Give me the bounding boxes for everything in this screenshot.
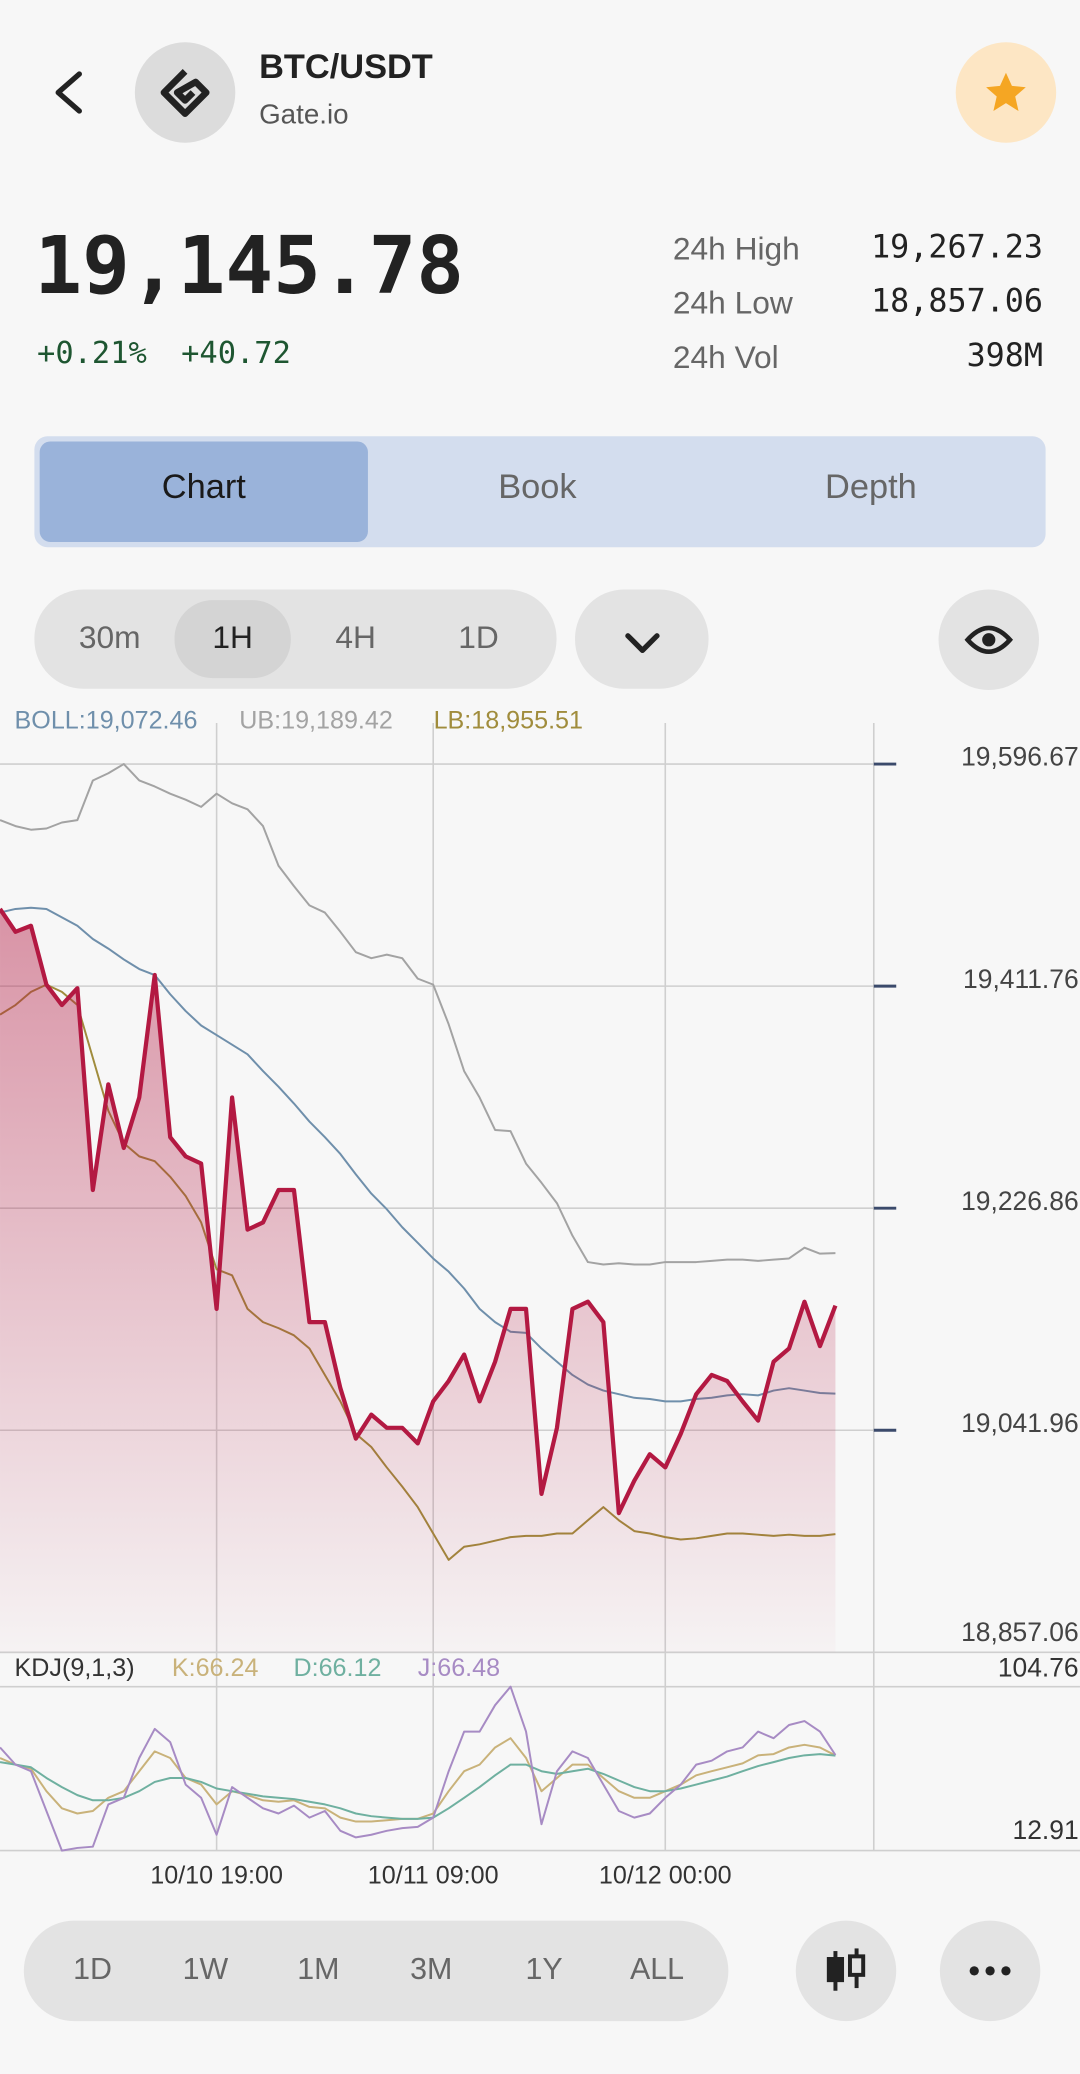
legend-entry: BOLL:19,072.46 xyxy=(15,706,198,734)
exchange-logo xyxy=(134,42,236,143)
chart: 10/10 19:00 10/11 09:00 10/12 00:00 18,857.… xyxy=(0,706,1080,1890)
logo-icon xyxy=(160,69,210,117)
interval-selected[interactable] xyxy=(174,600,291,679)
interval-bar xyxy=(34,589,557,689)
change-percent: +0.21% xyxy=(37,336,147,371)
candle-body xyxy=(826,1957,845,1983)
tab-selected[interactable] xyxy=(39,441,368,542)
indicator-line xyxy=(0,1685,837,1852)
legend-entry: LB:18,955.51 xyxy=(434,706,583,734)
tabs: Chart Book Depth xyxy=(39,441,917,542)
more-dot xyxy=(1001,1966,1011,1976)
interval-label[interactable]: 30m xyxy=(79,619,141,655)
x-tick-label: 10/10 19:00 xyxy=(150,1862,283,1890)
more-dot xyxy=(969,1966,979,1976)
eye-pupil xyxy=(982,633,996,647)
y-tick-label: 19,411.76 xyxy=(963,964,1079,994)
indicator-title: KDJ(9,1,3) xyxy=(15,1654,135,1682)
stat-value: 18,857.06 xyxy=(871,284,1043,320)
range-label[interactable]: 1W xyxy=(183,1952,229,1986)
stat-label: 24h Vol xyxy=(673,339,779,375)
exchange-name: Gate.io xyxy=(259,99,348,130)
x-tick-label: 10/11 09:00 xyxy=(368,1862,499,1890)
change-amount: +40.72 xyxy=(181,336,291,371)
last-price: 19,145.78 xyxy=(34,219,464,312)
price-line xyxy=(0,907,838,1516)
stat-label: 24h High xyxy=(673,231,800,267)
range-label[interactable]: 1M xyxy=(297,1952,339,1986)
y-tick-label: 18,857.06 xyxy=(961,1617,1079,1647)
candle-body xyxy=(847,1954,866,1977)
tab-label[interactable]: Book xyxy=(498,468,577,506)
stat-value: 398M xyxy=(967,338,1043,374)
y-tick-label: 19,041.96 xyxy=(961,1408,1079,1438)
stat-label: 24h Low xyxy=(673,285,793,321)
interval-label[interactable]: 4H xyxy=(335,619,376,655)
legend-entry: K:66.24 xyxy=(172,1654,259,1682)
y-tick-label: 104.76 xyxy=(998,1652,1079,1682)
ranges: 1D 1W 1M 3M 1Y ALL xyxy=(73,1952,684,1986)
y-tick-label: 19,596.67 xyxy=(961,742,1079,772)
range-label[interactable]: 3M xyxy=(410,1952,452,1986)
interval-label[interactable]: 1D xyxy=(458,619,499,655)
tab-label[interactable]: Chart xyxy=(162,468,246,506)
intervals: 30m 1H 4H 1D xyxy=(79,600,499,679)
chart-type-button[interactable] xyxy=(795,1920,897,2022)
more-dot xyxy=(985,1966,995,1976)
tab-label[interactable]: Depth xyxy=(825,468,917,506)
dropdown-icon xyxy=(625,633,660,653)
range-label[interactable]: 1D xyxy=(73,1952,112,1986)
x-tick-label: 10/12 00:00 xyxy=(599,1862,732,1890)
y-tick-label: 12.91 xyxy=(1013,1815,1079,1845)
indicator-line xyxy=(0,1753,836,1820)
price-area xyxy=(0,908,836,1653)
candle-icon xyxy=(826,1948,866,1991)
eye-icon xyxy=(964,625,1014,654)
interval-dropdown[interactable] xyxy=(575,589,709,689)
range-bar xyxy=(23,1920,729,2022)
indicator-line xyxy=(0,763,836,1266)
legend-entry: UB:19,189.42 xyxy=(239,706,393,734)
star-icon xyxy=(986,72,1026,112)
range-label[interactable]: ALL xyxy=(630,1952,684,1986)
legend-entry: J:66.48 xyxy=(418,1654,500,1682)
stats: 24h High 19,267.23 24h Low 18,857.06 24h Vol… xyxy=(673,230,1043,375)
back-button[interactable] xyxy=(55,71,82,114)
pair-name: BTC/USDT xyxy=(259,48,433,86)
interval-label[interactable]: 1H xyxy=(212,619,253,655)
range-label[interactable]: 1Y xyxy=(526,1952,563,1986)
y-tick-label: 19,226.86 xyxy=(961,1186,1079,1216)
stat-value: 19,267.23 xyxy=(871,230,1043,266)
legend-entry: D:66.12 xyxy=(293,1654,381,1682)
